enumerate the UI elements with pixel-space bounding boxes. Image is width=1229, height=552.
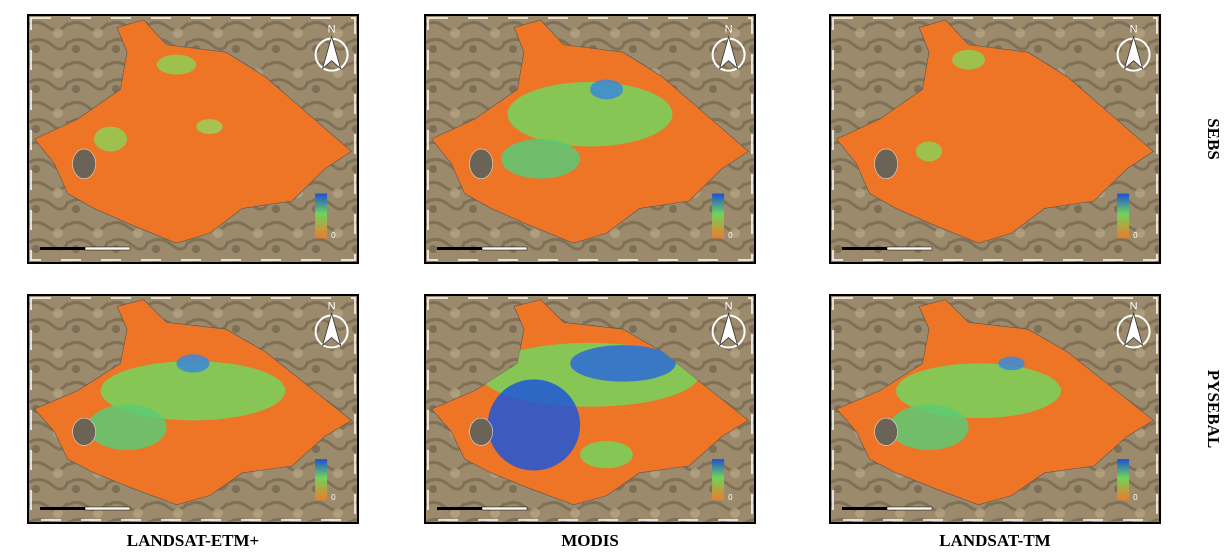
map-panel: N0 [28, 295, 358, 523]
et-region [488, 379, 580, 470]
et-region [157, 55, 197, 75]
et-region [590, 79, 623, 99]
scale-bar-segment [85, 507, 130, 510]
compass-label: N [725, 300, 733, 312]
scale-bar-segment [482, 247, 527, 250]
et-region [998, 357, 1024, 371]
lake [470, 149, 493, 179]
map-panel: N0 [830, 295, 1160, 523]
lake [73, 418, 96, 445]
colorbar-min: 0 [1133, 231, 1138, 240]
map-panel: N0 [28, 15, 358, 263]
column-label: LANDSAT-TM [939, 531, 1050, 550]
colorbar [1117, 459, 1129, 500]
et-region [580, 441, 633, 468]
et-region [952, 50, 985, 70]
colorbar-min: 0 [331, 231, 336, 240]
scale-bar-segment [482, 507, 527, 510]
figure: N0N0N0N0N0N0LANDSAT-ETM+MODISLANDSAT-TMS… [0, 0, 1229, 552]
colorbar [712, 459, 724, 500]
et-region [87, 404, 166, 450]
column-label: LANDSAT-ETM+ [127, 531, 260, 550]
colorbar [315, 459, 327, 500]
et-region [94, 127, 127, 152]
row-label: PYSEBAL [1204, 370, 1223, 448]
map-panel: N0 [830, 15, 1160, 263]
et-region [889, 404, 968, 450]
et-region [196, 119, 222, 134]
row-label: SEBS [1204, 118, 1223, 160]
colorbar-min: 0 [331, 493, 336, 502]
colorbar-min: 0 [728, 493, 733, 502]
compass-label: N [328, 24, 336, 36]
map-panel: N0 [425, 295, 755, 523]
lake [875, 418, 898, 445]
column-label: MODIS [561, 531, 619, 550]
colorbar-min: 0 [1133, 493, 1138, 502]
scale-bar-segment [887, 247, 932, 250]
compass-label: N [328, 300, 336, 312]
lake [73, 149, 96, 179]
lake [470, 418, 493, 445]
colorbar [712, 194, 724, 239]
et-region [508, 82, 673, 146]
map-panel: N0 [425, 15, 755, 263]
et-region [177, 354, 210, 372]
scale-bar-segment [85, 247, 130, 250]
et-region [570, 345, 676, 381]
compass-label: N [1130, 24, 1138, 36]
et-region [501, 139, 580, 179]
et-region [916, 141, 942, 161]
scale-bar-segment [887, 507, 932, 510]
colorbar [315, 194, 327, 239]
compass-label: N [1130, 300, 1138, 312]
colorbar [1117, 194, 1129, 239]
lake [875, 149, 898, 179]
compass-label: N [725, 24, 733, 36]
colorbar-min: 0 [728, 231, 733, 240]
